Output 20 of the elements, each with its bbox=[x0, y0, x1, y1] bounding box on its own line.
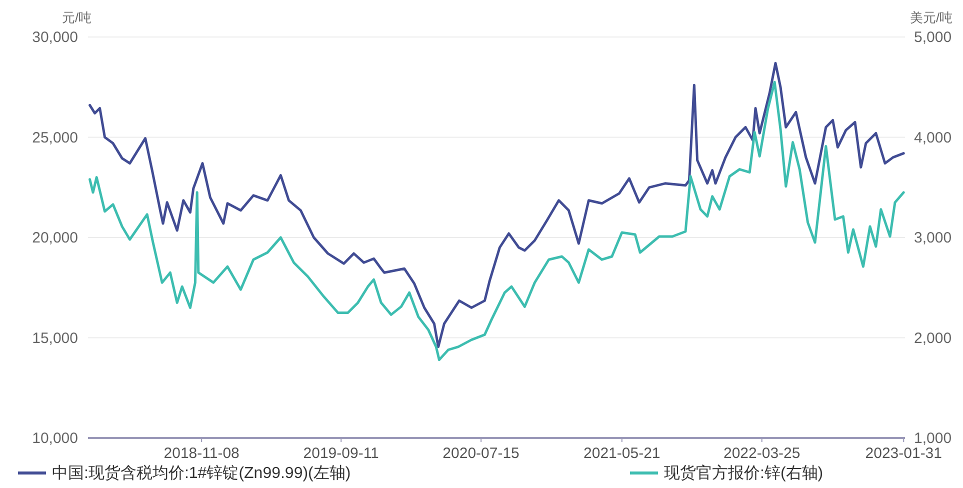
legend-label: 现货官方报价:锌(右轴) bbox=[664, 464, 824, 482]
y-tick-label: 20,000 bbox=[32, 230, 78, 246]
y-tick-label: 10,000 bbox=[32, 430, 78, 447]
x-tick-label: 2018-11-08 bbox=[164, 445, 240, 462]
y-axis-title: 元/吨 bbox=[62, 10, 92, 25]
legend-label: 中国:现货含税均价:1#锌锭(Zn99.99)(左轴) bbox=[52, 464, 351, 482]
x-tick-label: 2020-07-15 bbox=[442, 445, 520, 462]
y2-axis-title: 美元/吨 bbox=[910, 10, 953, 25]
x-tick-label: 2022-03-25 bbox=[724, 445, 800, 462]
x-tick-label: 2019-09-11 bbox=[303, 445, 379, 462]
y-tick-label: 15,000 bbox=[32, 330, 78, 347]
y2-tick-label: 5,000 bbox=[914, 29, 952, 46]
x-tick-label: 2021-05-21 bbox=[584, 445, 660, 462]
y-tick-label: 30,000 bbox=[32, 29, 78, 46]
x-tick-label: 2023-01-31 bbox=[865, 445, 942, 462]
y2-tick-label: 4,000 bbox=[914, 129, 952, 146]
y2-tick-label: 3,000 bbox=[914, 230, 952, 246]
y2-tick-label: 1,000 bbox=[914, 430, 952, 447]
y2-tick-label: 2,000 bbox=[914, 330, 952, 347]
y-tick-label: 25,000 bbox=[32, 129, 78, 146]
